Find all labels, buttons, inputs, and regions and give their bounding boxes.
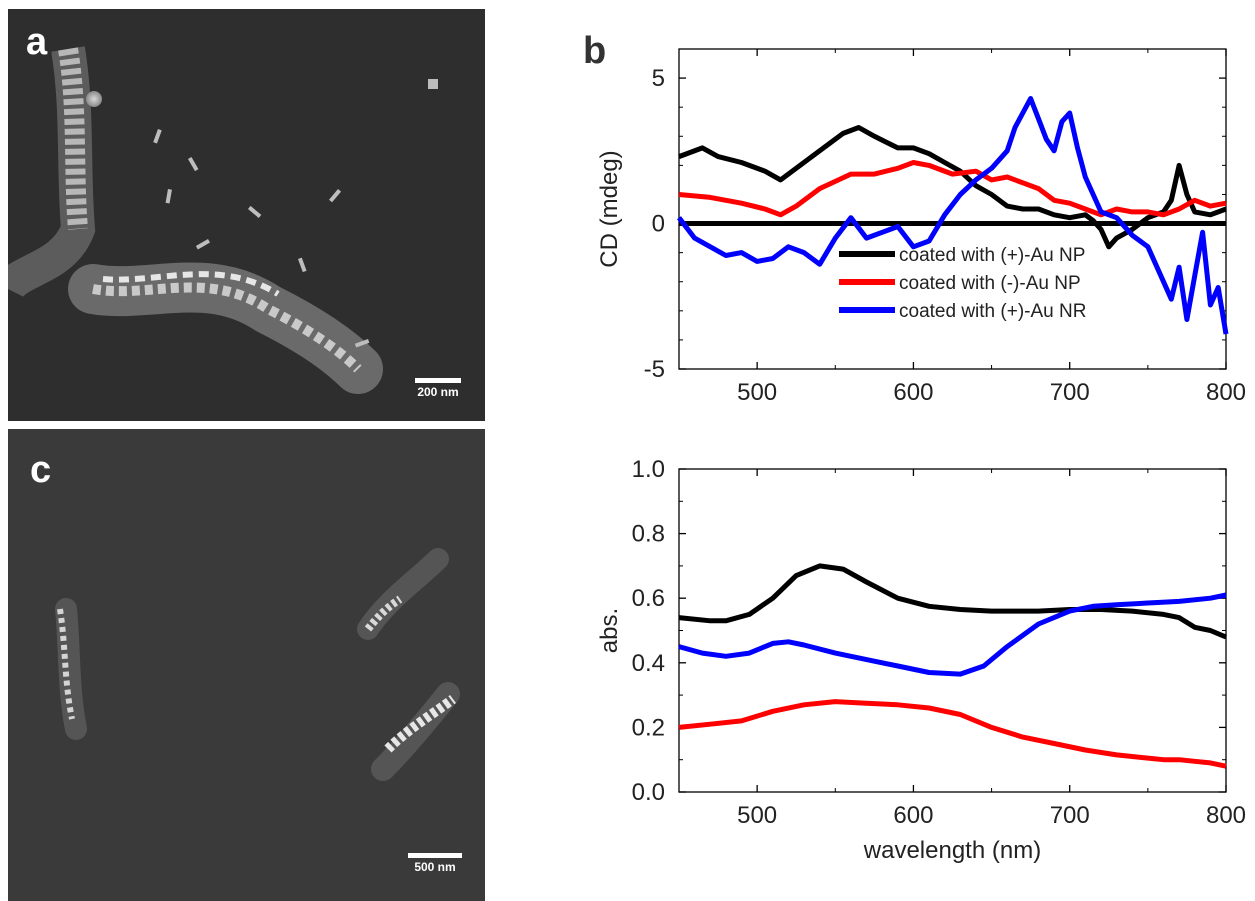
scale-bar-a: 200 nm [413,378,463,399]
scale-bar-a-line [415,378,461,383]
y-tick-label: 5 [652,65,665,92]
chart-absorbance: 500 600 700 800 0.0 0.2 0.4 0.6 0.8 1.0 abs. wavele… [596,456,1246,864]
series-line-1 [678,699,1227,769]
scale-bar-a-label: 200 nm [417,385,459,399]
sem-image-c: c 500 nm [8,429,485,901]
y-axis-label: CD (mdeg) [596,150,623,267]
scale-bar-c: 500 nm [406,853,464,874]
panel-label-c: c [30,449,52,491]
y-tick-label: 0.2 [632,714,665,741]
y-tick-label: 0.4 [632,650,665,677]
series-line-2 [677,96,1229,335]
y-axis-label: abs. [596,608,623,653]
y-tick-label: -5 [644,356,665,383]
y-tick-label: 0.6 [632,585,665,612]
x-tick-label: 600 [893,802,933,829]
sem-image-a: a 200 nm [8,9,485,421]
x-tick-label: 500 [737,379,777,406]
y-tick-label: 0.8 [632,521,665,548]
series-line-1 [678,160,1227,218]
x-tick-label: 800 [1206,379,1246,406]
y-tick-label: 0.0 [632,779,665,806]
sem-image-a-texture [8,46,438,394]
x-tick-label: 700 [1050,802,1090,829]
x-tick-label: 500 [737,802,777,829]
legend-label-1: coated with (-)-Au NP [899,273,1081,294]
legend-label-0: coated with (+)-Au NP [899,245,1085,266]
sem-image-c-texture [55,548,460,781]
series-line-0 [678,125,1227,250]
x-tick-label: 600 [893,379,933,406]
x-tick-label: 800 [1206,802,1246,829]
x-tick-label: 700 [1050,379,1090,406]
series-line-0 [678,563,1227,640]
plot-frame [678,468,1227,793]
series-line-2 [678,592,1227,677]
chart-cd: 500 600 700 800 -5 0 5 CD (mdeg) coated with (+)… [596,48,1246,406]
legend-label-2: coated with (+)-Au NR [899,301,1086,322]
scale-bar-c-line [408,853,462,858]
x-axis-label: wavelength (nm) [863,837,1041,864]
scale-bar-c-label: 500 nm [414,860,456,874]
y-tick-label: 0 [652,211,665,238]
panel-label-a: a [26,21,48,63]
y-tick-label: 1.0 [632,456,665,483]
panel-label-b: b [583,30,607,72]
